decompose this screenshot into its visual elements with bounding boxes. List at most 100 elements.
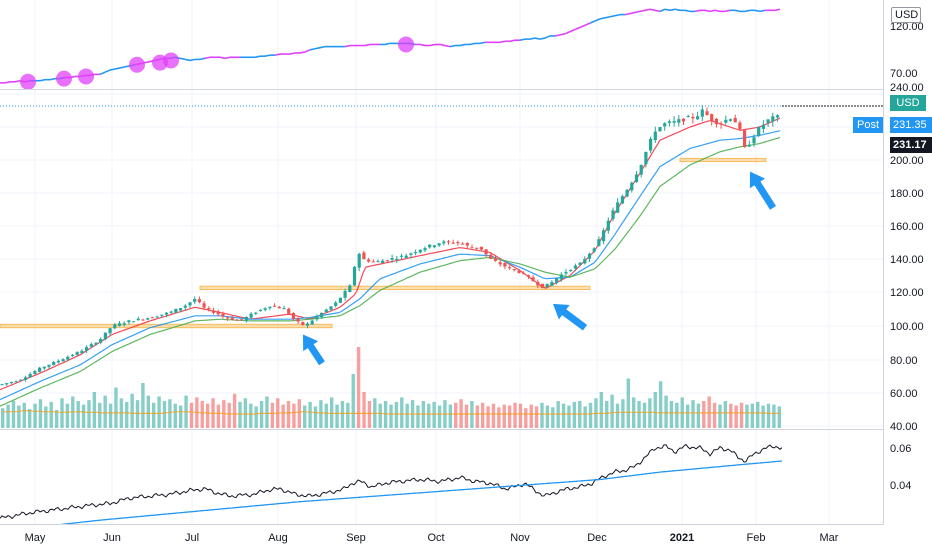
candle-body [103, 332, 107, 340]
moving-averages [0, 117, 781, 407]
indicator-segment [759, 9, 766, 13]
indicator-segment [539, 37, 546, 40]
candle-body [672, 121, 676, 123]
candle-body [644, 151, 648, 165]
volume-bar [141, 383, 145, 428]
candle-body [583, 258, 587, 264]
candle-body [94, 342, 98, 345]
volume-bar [313, 406, 318, 428]
candle-body [508, 267, 512, 269]
indicator-segment [754, 9, 761, 13]
price-tick-label: 60.00 [890, 388, 918, 400]
candle-body [442, 241, 446, 244]
volume-bar [243, 398, 248, 428]
volume-bar [734, 405, 738, 428]
candle-body [381, 260, 385, 264]
candle-body [14, 381, 18, 383]
candle-body [569, 269, 573, 271]
volume-pane [1, 347, 781, 428]
candle-body [620, 196, 624, 204]
candle-body [56, 360, 60, 363]
indicator-segment [629, 11, 636, 15]
axis-background [884, 0, 932, 550]
volume-bar [98, 402, 102, 428]
volume-bar [33, 403, 37, 428]
candle-body [244, 316, 248, 321]
candle-body [653, 131, 657, 141]
candle-body [38, 367, 42, 372]
volume-bar [777, 406, 781, 428]
indicator-segment [204, 56, 211, 60]
candle-body [465, 242, 469, 246]
indicator-segment [594, 18, 601, 22]
volume-bar [518, 403, 523, 428]
volume-bar [1, 408, 5, 428]
indicator-segment [104, 69, 111, 73]
volume-bar [54, 410, 59, 428]
signal-marker [398, 36, 414, 53]
indicator-segment [499, 40, 506, 44]
volume-bar [200, 401, 204, 428]
candle-body [691, 116, 695, 119]
candle-body [324, 309, 328, 312]
volume-bar [480, 402, 485, 428]
candle-body [616, 202, 620, 213]
candle-body [414, 252, 418, 254]
volume-bar [534, 406, 539, 428]
candle-body [141, 319, 145, 321]
candle-body [409, 253, 413, 255]
candle-body [240, 319, 244, 321]
candle-body [254, 312, 258, 314]
rs-ma-line [0, 460, 783, 532]
volume-bar [189, 402, 194, 428]
candle-body [498, 262, 502, 265]
indicator-segment [704, 9, 711, 13]
time-tick-label: Sep [346, 532, 366, 544]
candle-body [47, 364, 51, 367]
candle-body [555, 278, 559, 283]
volume-bar [497, 407, 501, 428]
candle-body [75, 352, 79, 355]
volume-bar [108, 403, 113, 428]
candle-body [85, 347, 89, 351]
currency-badge-price[interactable]: USD [890, 95, 926, 111]
volume-bar [524, 408, 528, 428]
candle-body [113, 324, 117, 329]
candle-body [611, 210, 615, 219]
indicator-segment [709, 9, 716, 13]
candle-body [160, 314, 164, 316]
volume-bar [664, 395, 668, 428]
volume-bar [27, 409, 32, 428]
time-axis[interactable]: May Jun Jul Aug Sep Oct Nov Dec 2021 Feb Mar [25, 532, 839, 544]
indicator-segment [774, 8, 781, 12]
candle-body [263, 308, 267, 310]
indicator-segment [714, 9, 721, 13]
post-market-label: Post [853, 117, 883, 133]
candle-body [226, 317, 230, 319]
indicator-segment [459, 43, 466, 47]
volume-bar [49, 401, 53, 428]
price-axis[interactable]: 240.00220.00200.00180.00160.00140.00120.… [890, 21, 924, 492]
candle-body [108, 328, 112, 334]
candle-body [705, 111, 709, 116]
candle-body [310, 320, 314, 325]
currency-badge-top[interactable]: USD [891, 7, 921, 23]
candle-body [19, 379, 23, 381]
volume-bar [745, 404, 749, 428]
time-tick-label: May [25, 532, 46, 544]
candle-body [117, 323, 122, 326]
time-tick-label: Dec [587, 532, 607, 544]
candle-body [733, 117, 737, 123]
volume-bar [437, 405, 442, 428]
candle-body [724, 119, 728, 123]
volume-bar [691, 400, 695, 428]
candle-body [0, 384, 4, 386]
indicator-segment [649, 8, 656, 12]
candle-body [132, 321, 136, 323]
candle-body [329, 306, 333, 310]
candle-body [343, 290, 347, 298]
candle-body [352, 266, 357, 286]
volume-bar [707, 396, 711, 428]
indicator-segment [569, 28, 576, 33]
